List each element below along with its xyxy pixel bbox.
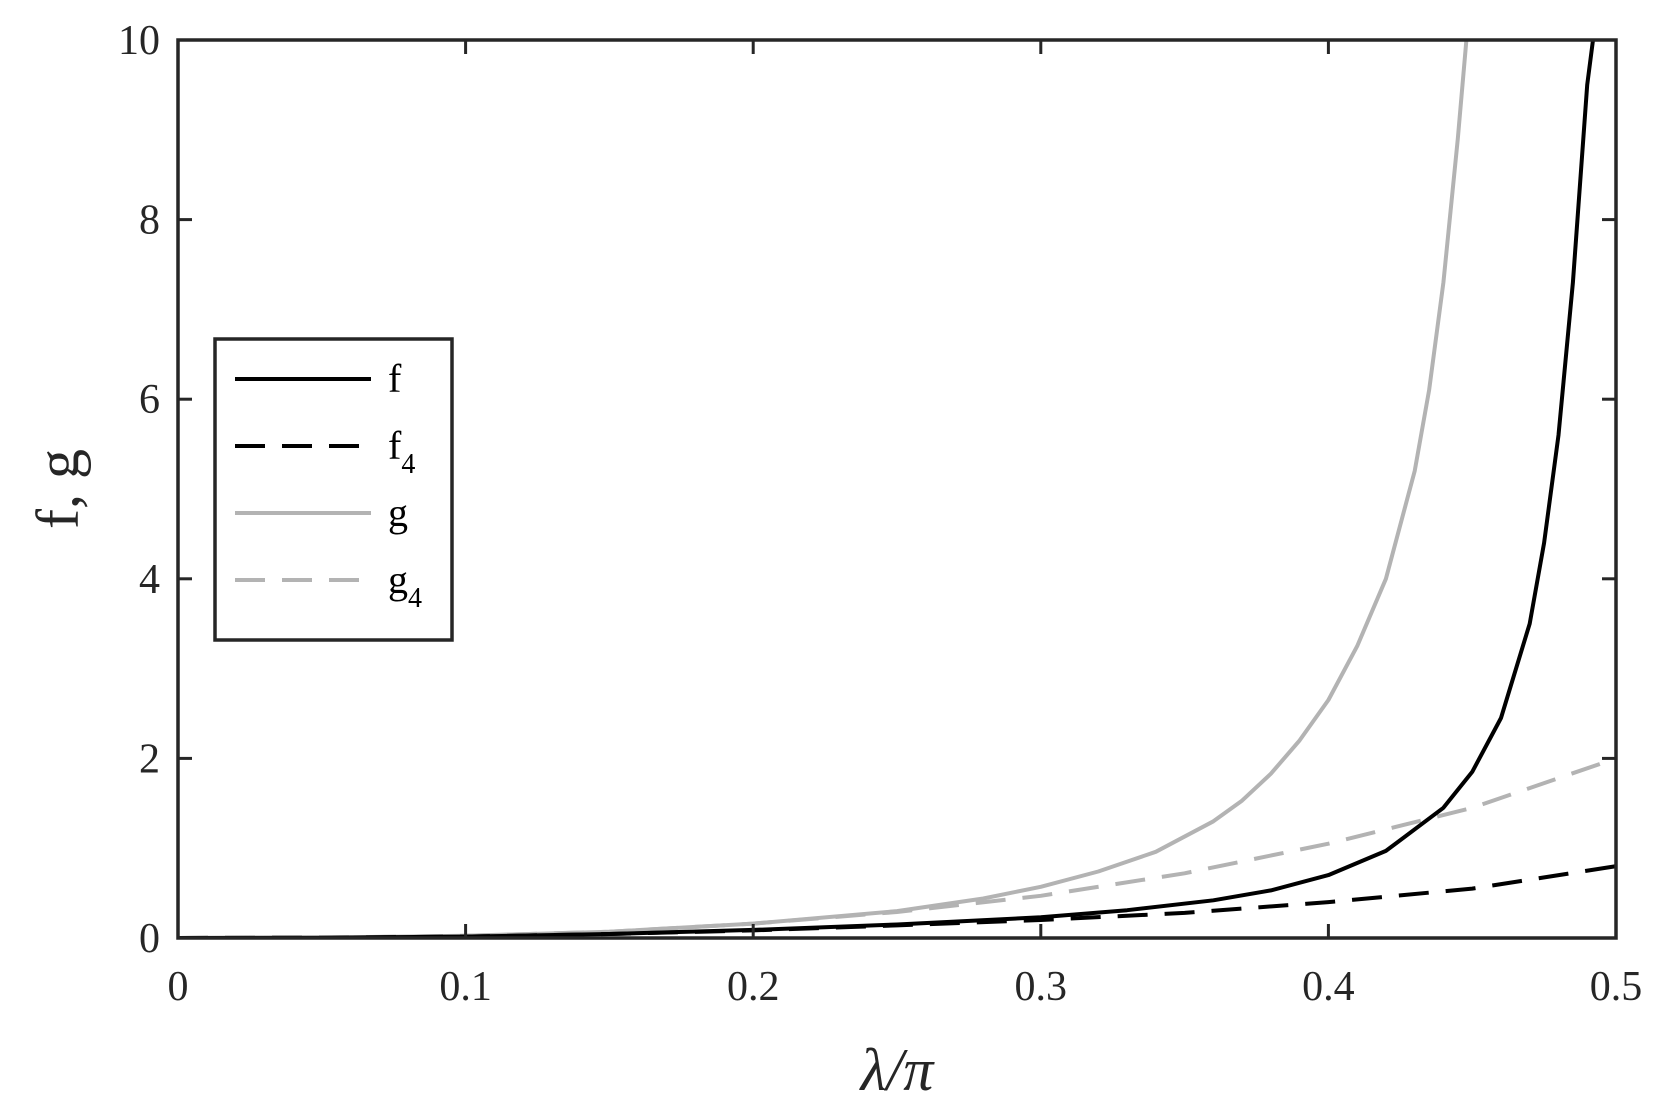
series-line-g [178,40,1469,938]
legend-label-f: f [388,356,402,401]
x-tick-label-3: 0.3 [1015,964,1068,1010]
y-tick-label-5: 10 [118,18,160,64]
x-tick-label-0: 0 [168,964,189,1010]
y-tick-label-4: 8 [139,198,160,244]
legend-box [213,337,454,642]
series-line-f4 [178,864,1616,938]
x-tick-label-1: 0.1 [439,964,492,1010]
ticks-layer [176,38,1618,940]
y-tick-label-2: 4 [139,557,160,603]
x-tick-label-4: 0.4 [1302,964,1355,1010]
tick-labels: 0 0.1 0.2 0.3 0.4 0.5 0 2 4 6 8 10 [118,18,1642,1010]
y-tick-label-0: 0 [139,916,160,962]
x-axis-label: λ/π [859,1037,936,1103]
legend-label-g: g [388,490,408,535]
x-tick-label-2: 0.2 [727,964,780,1010]
y-tick-label-3: 6 [139,377,160,423]
series-line-g4 [178,756,1616,938]
x-tick-label-5: 0.5 [1590,964,1643,1010]
plot-frame [176,38,1618,940]
y-axis-label: f, g [25,449,91,529]
y-tick-label-1: 2 [139,736,160,782]
